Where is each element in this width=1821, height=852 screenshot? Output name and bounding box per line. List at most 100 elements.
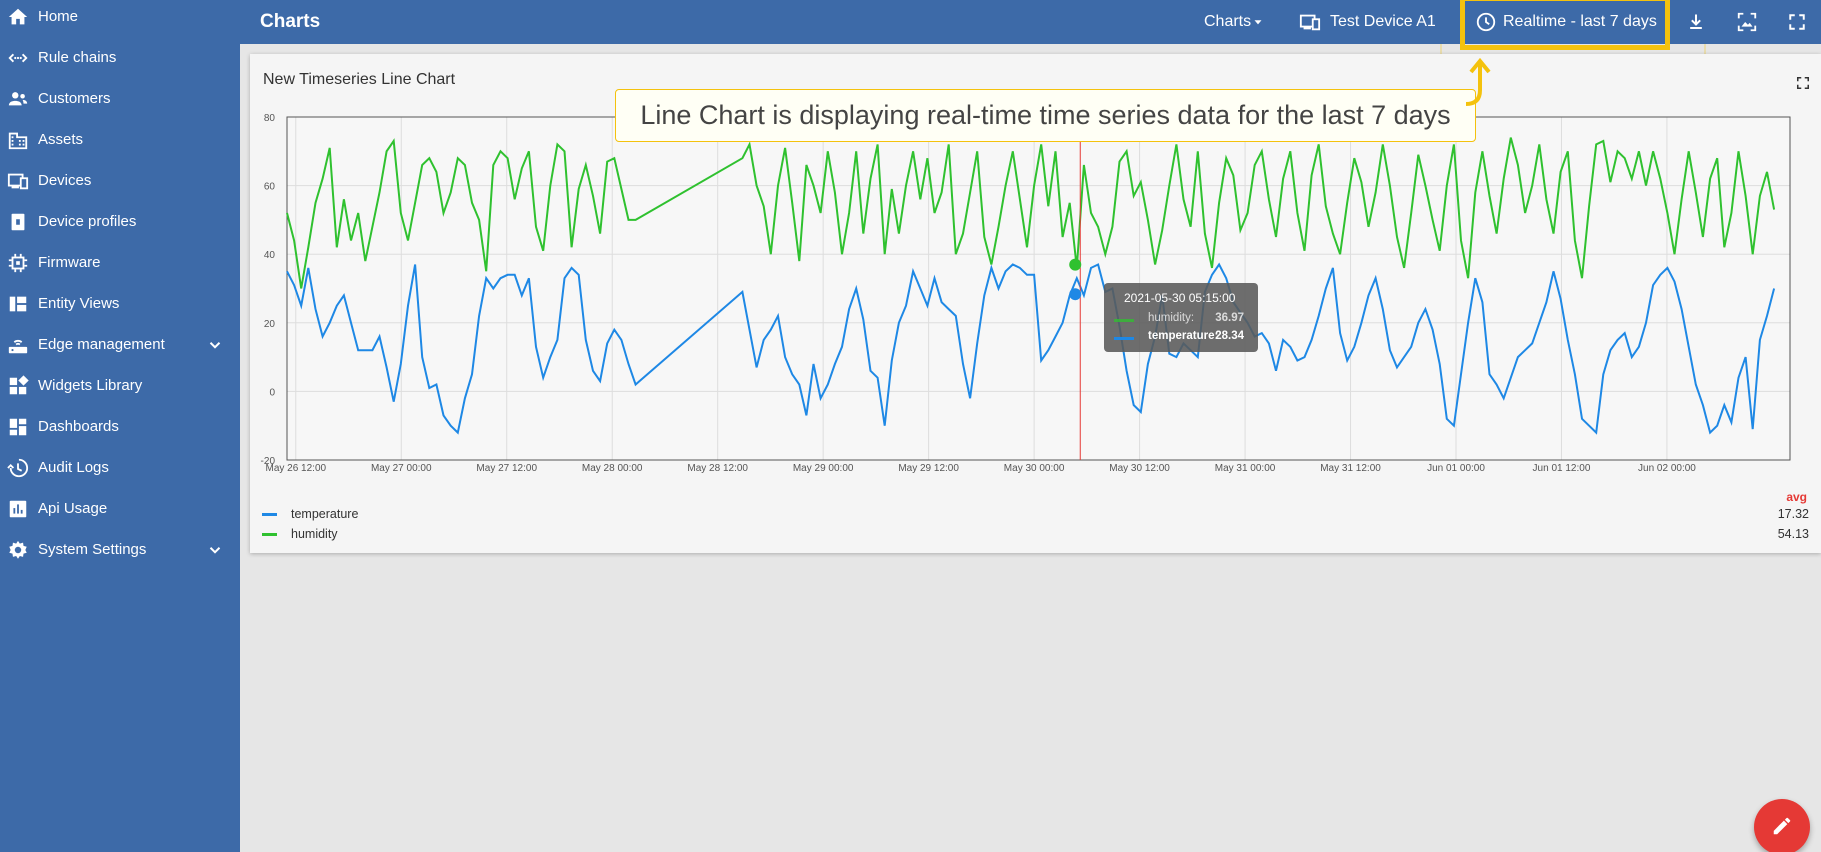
home-icon [8,8,28,25]
annotation-callout: Line Chart is displaying real-time time … [615,89,1476,142]
hover-point-humidity [1069,258,1082,271]
y-tick-label: -20 [261,456,276,467]
legend-series-name[interactable]: humidity [291,527,338,541]
sidebar-item-label: Devices [38,172,92,189]
sidebar-item-label: Widgets Library [38,377,143,394]
sidebar: Home Rule chains Customers Assets Device… [0,0,240,852]
legend-row-humidity[interactable]: humidity 54.13 [262,525,1809,543]
legend-avg-value: 17.32 [1777,507,1809,521]
sidebar-item-home[interactable]: Home [0,0,240,37]
settings-icon [9,540,27,559]
sidebar-item-edge-management[interactable]: Edge management [0,324,240,365]
dashboard-state-selector[interactable]: Charts [1204,0,1265,44]
dashboards-icon [9,418,27,436]
chevron-down-icon[interactable] [206,336,224,354]
caret-down-icon [1254,20,1262,25]
tooltip-series-name: temperature: [1148,330,1219,342]
tooltip-series-name: humidity: [1148,312,1195,324]
legend-series-name[interactable]: temperature [291,507,359,521]
y-tick-label: 40 [264,250,276,261]
line-chart[interactable]: -20 0 20 40 60 80 May 26 12:00 May 27 00:00 May … [250,54,1821,553]
x-tick-label: May 30 00:00 [1004,463,1065,474]
top-toolbar: Charts Charts Test Device A1 Realtime - … [240,0,1821,44]
tooltip-series-value: 28.34 [1215,330,1244,342]
download-icon [1690,14,1702,29]
sidebar-item-firmware[interactable]: Firmware [0,242,240,283]
legend-avg-header: avg [1786,490,1807,504]
x-tick-label: May 31 12:00 [1320,463,1381,474]
tooltip-swatch [1114,337,1134,340]
sidebar-item-device-profiles[interactable]: Device profiles [0,201,240,242]
chart-tooltip: 2021-05-30 05:15:00 humidity: 36.97 temp… [1104,283,1258,352]
tooltip-row-humidity: humidity: 36.97 [1114,312,1252,328]
x-tick-label: May 28 12:00 [687,463,748,474]
sidebar-item-label: Edge management [38,336,165,353]
x-tick-label: Jun 01 00:00 [1427,463,1485,474]
sidebar-item-customers[interactable]: Customers [0,78,240,119]
sidebar-item-label: Audit Logs [38,459,109,476]
x-tick-label: Jun 02 00:00 [1638,463,1696,474]
sidebar-item-label: Firmware [38,254,101,271]
sidebar-item-label: Api Usage [38,500,108,517]
sidebar-item-dashboards[interactable]: Dashboards [0,406,240,447]
entity-selector[interactable]: Test Device A1 [1298,0,1436,44]
tooltip-series-value: 36.97 [1215,312,1244,324]
edit-dashboard-button[interactable] [1754,799,1810,852]
sidebar-item-api-usage[interactable]: Api Usage [0,488,240,529]
sidebar-item-entity-views[interactable]: Entity Views [0,283,240,324]
sidebar-item-label: Device profiles [38,213,137,230]
legend-avg-value: 54.13 [1777,527,1809,541]
sidebar-item-label: Customers [38,90,111,107]
customers-icon [8,92,28,106]
timewindow-highlight [1460,0,1670,50]
sidebar-item-label: Rule chains [38,49,117,66]
plot-area [286,116,1791,461]
widget-fullscreen-icon[interactable] [1796,76,1810,90]
export-button[interactable] [1686,0,1706,44]
y-tick-label: 60 [264,182,276,193]
y-tick-label: 80 [264,113,276,124]
line-chart-widget: New Timeseries Line Chart -20 0 20 40 60 80 Ma… [250,54,1821,553]
tooltip-row-temperature: temperature: 28.34 [1114,330,1252,346]
sidebar-item-label: Dashboards [38,418,119,435]
x-tick-label: Jun 01 12:00 [1533,463,1591,474]
timewindow-label: Realtime - last 7 days [1503,13,1657,30]
sidebar-item-label: Assets [38,131,84,148]
assets-icon [8,132,28,150]
x-tick-label: May 30 12:00 [1109,463,1170,474]
fullscreen-icon [1789,14,1805,30]
sidebar-item-label: System Settings [38,541,147,558]
y-tick-label: 20 [264,319,276,330]
sidebar-item-audit-logs[interactable]: Audit Logs [0,447,240,488]
widget-title: New Timeseries Line Chart [263,71,456,88]
widgets-icon [9,375,29,395]
audit-logs-icon [7,458,29,478]
sidebar-item-system-settings[interactable]: System Settings [0,529,240,570]
sidebar-item-assets[interactable]: Assets [0,119,240,160]
entity-selector-label: Test Device A1 [1330,13,1436,30]
legend-row-temperature[interactable]: temperature 17.32 [262,505,1809,523]
entity-views-icon [9,296,27,312]
x-tick-label: May 27 12:00 [476,463,537,474]
hover-point-temperature [1069,288,1082,301]
firmware-icon [8,253,28,273]
legend-swatch [262,533,277,536]
image-export-button[interactable] [1736,0,1758,44]
tooltip-swatch [1114,319,1134,322]
chevron-down-icon[interactable] [206,541,224,559]
pencil-icon [1773,817,1791,835]
sidebar-item-widgets-library[interactable]: Widgets Library [0,365,240,406]
api-usage-icon [9,500,27,518]
x-tick-label: May 29 00:00 [793,463,854,474]
fullscreen-button[interactable] [1788,0,1806,44]
devices-icon [7,173,29,190]
x-tick-label: May 28 00:00 [582,463,643,474]
sidebar-item-devices[interactable]: Devices [0,160,240,201]
sidebar-item-label: Home [38,8,79,25]
timewindow-button[interactable]: Realtime - last 7 days [1475,0,1657,44]
x-tick-label: May 27 00:00 [371,463,432,474]
sidebar-item-rule-chains[interactable]: Rule chains [0,37,240,78]
x-tick-label: May 29 12:00 [898,463,959,474]
legend-swatch [262,513,277,516]
clock-icon [1476,12,1496,32]
